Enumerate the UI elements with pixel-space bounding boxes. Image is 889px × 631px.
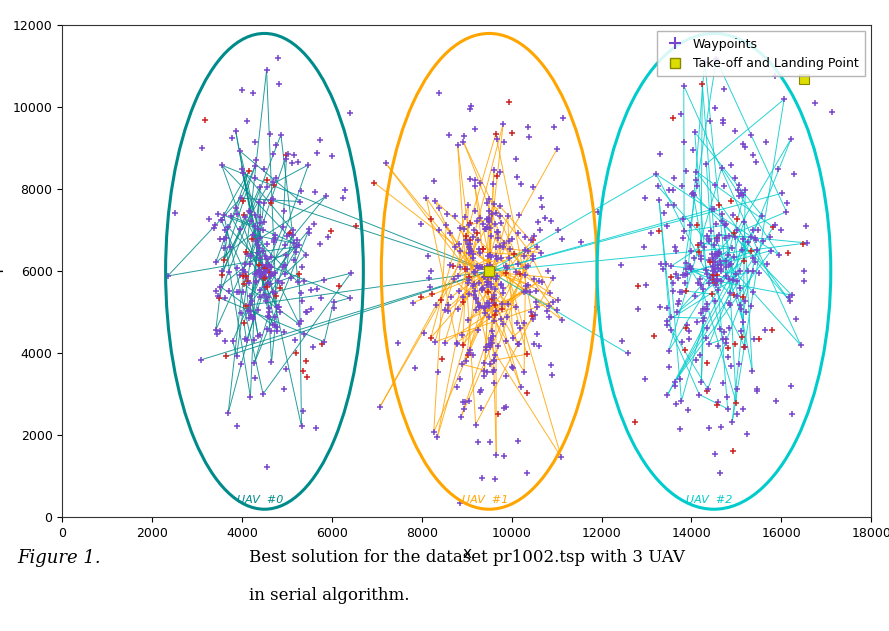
- Text: Figure 1.: Figure 1.: [18, 549, 101, 567]
- X-axis label: x: x: [462, 546, 471, 561]
- Text: UAV  #1: UAV #1: [461, 495, 508, 505]
- Text: UAV  #0: UAV #0: [236, 495, 284, 505]
- Text: in serial algorithm.: in serial algorithm.: [249, 587, 410, 604]
- Y-axis label: Y: Y: [0, 267, 7, 276]
- Legend: Waypoints, Take-off and Landing Point: Waypoints, Take-off and Landing Point: [657, 32, 865, 76]
- Text: UAV  #2: UAV #2: [686, 495, 733, 505]
- Text: Best solution for the dataset pr1002.tsp with 3 UAV: Best solution for the dataset pr1002.tsp…: [249, 549, 685, 566]
